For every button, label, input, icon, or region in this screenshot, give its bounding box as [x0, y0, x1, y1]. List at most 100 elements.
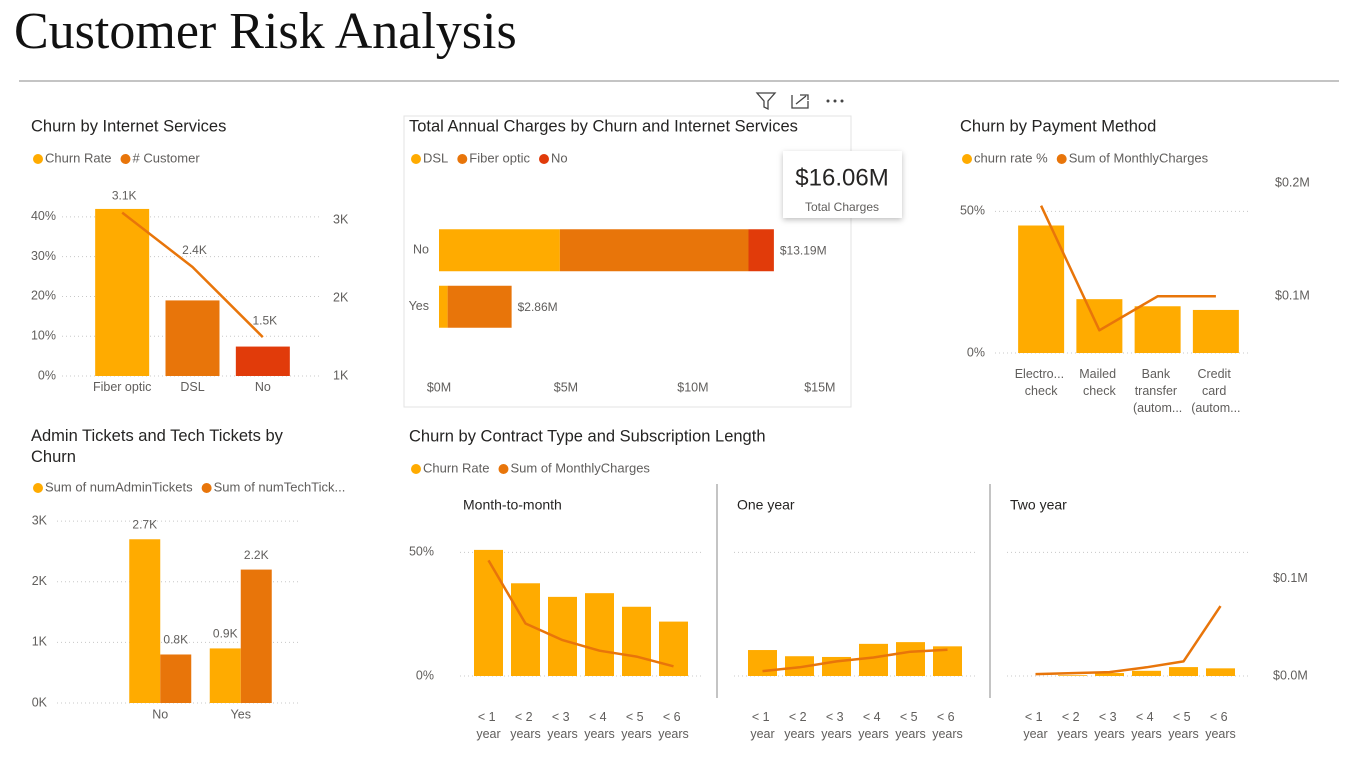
y-tick-label: 0%	[967, 345, 985, 359]
visual-header-icons[interactable]	[755, 92, 844, 111]
focus-icon[interactable]	[791, 94, 809, 109]
x-tick-label: < 3 years	[1094, 710, 1125, 741]
legend-swatch	[498, 464, 509, 474]
x-tick-label: < 2 years	[1057, 710, 1088, 741]
x-tick-label: < 1 year	[750, 710, 774, 741]
page-title: Customer Risk Analysis	[14, 3, 517, 60]
data-label: 2.4K	[182, 243, 207, 257]
line-series	[762, 648, 948, 673]
panel-title: One year	[737, 497, 795, 513]
y2-tick-label: 2K	[333, 290, 349, 304]
line-series	[1039, 205, 1216, 332]
x-tick-label: < 4 years	[584, 710, 615, 741]
y-tick-label: 2K	[32, 574, 48, 588]
data-label: 0.8K	[163, 633, 188, 647]
x-tick-label: Mailed check	[1079, 367, 1119, 398]
data-label: 3.1K	[112, 189, 137, 203]
bar	[474, 549, 503, 676]
bar	[1095, 673, 1124, 676]
bar	[209, 648, 241, 703]
x-tick-label: $0M	[427, 380, 451, 394]
y-tick-label: 50%	[409, 545, 434, 559]
y-tick-label: 10%	[31, 329, 56, 343]
legend-label: Sum of MonthlyCharges	[510, 460, 650, 475]
legend-label: Sum of numTechTick...	[214, 479, 346, 494]
more-icon[interactable]	[826, 99, 844, 103]
legend-swatch	[1056, 154, 1067, 164]
kpi-value: $16.06M	[795, 164, 888, 191]
y-tick-label: 40%	[31, 209, 56, 223]
legend-label: DSL	[423, 150, 448, 165]
legend-label: Churn Rate	[423, 460, 489, 475]
y-tick-label: 0%	[38, 368, 56, 382]
line-series	[1035, 605, 1222, 676]
legend-swatch	[33, 483, 43, 493]
y2-tick-label: $0.2M	[1275, 175, 1310, 189]
x-tick-label: < 5 years	[621, 710, 652, 741]
bar	[1132, 670, 1161, 676]
bar	[748, 650, 777, 676]
legend-label: Fiber optic	[469, 150, 530, 165]
legend-swatch	[962, 154, 972, 164]
total-label: $2.86M	[518, 300, 558, 314]
x-tick-label: DSL	[180, 380, 204, 394]
line-series	[487, 559, 674, 668]
bar	[1018, 225, 1065, 353]
x-tick-label: No	[255, 380, 271, 394]
y2-tick-label: 1K	[333, 368, 349, 382]
chart-title: Churn by Payment Method	[960, 117, 1156, 135]
x-tick-label: Credit card (autom...	[1191, 367, 1240, 415]
bar	[1169, 667, 1198, 676]
bar	[160, 654, 192, 703]
x-tick-label: < 4 years	[858, 710, 889, 741]
legend-label: Sum of numAdminTickets	[45, 479, 193, 494]
chart-title: Admin Tickets and Tech Tickets by Churn	[31, 427, 287, 466]
y2-tick-label: 3K	[333, 213, 349, 227]
bar	[585, 593, 614, 676]
kpi-label: Total Charges	[805, 200, 879, 214]
y-tick-label: 1K	[32, 635, 48, 649]
y2-tick-label: $0.1M	[1275, 289, 1310, 303]
legend-swatch	[457, 154, 468, 164]
bar	[1134, 306, 1181, 353]
y-tick-label: 3K	[32, 513, 48, 527]
x-tick-label: < 5 years	[1168, 710, 1199, 741]
panel-title: Two year	[1010, 497, 1067, 513]
legend-label: churn rate %	[974, 150, 1048, 165]
data-label: 1.5K	[252, 313, 277, 327]
bar	[1076, 299, 1123, 353]
legend-swatch	[411, 464, 421, 474]
bar	[129, 539, 161, 703]
x-tick-label: < 6 years	[1205, 710, 1236, 741]
panel-title: Month-to-month	[463, 497, 562, 513]
legend-swatch	[33, 154, 43, 164]
x-tick-label: $10M	[677, 380, 708, 394]
line-series	[121, 211, 264, 338]
bar	[165, 300, 220, 376]
legend-swatch	[411, 154, 421, 164]
y2-tick-label: $0.0M	[1273, 668, 1308, 682]
x-tick-label: < 2 years	[784, 710, 815, 741]
filter-icon[interactable]	[755, 92, 777, 111]
y-tick-label: 0K	[32, 695, 48, 709]
y2-tick-label: $0.1M	[1273, 571, 1308, 585]
bar	[511, 583, 540, 676]
bar	[95, 208, 150, 376]
data-label: 0.9K	[213, 627, 238, 641]
y-tick-label: 30%	[31, 249, 56, 263]
y-tick-label: 50%	[960, 204, 985, 218]
x-tick-label: Yes	[231, 707, 251, 721]
x-tick-label: < 3 years	[547, 710, 578, 741]
x-tick-label: < 1 year	[1023, 710, 1047, 741]
bar	[659, 621, 688, 676]
x-tick-label: Bank transfer (autom...	[1133, 367, 1182, 415]
bar	[1192, 309, 1239, 353]
kpi-card	[783, 151, 902, 218]
data-label: 2.2K	[244, 548, 269, 562]
bar-segment	[447, 285, 512, 328]
legend-swatch	[201, 483, 212, 493]
bar-segment	[748, 229, 774, 272]
visual-frame	[403, 115, 852, 408]
